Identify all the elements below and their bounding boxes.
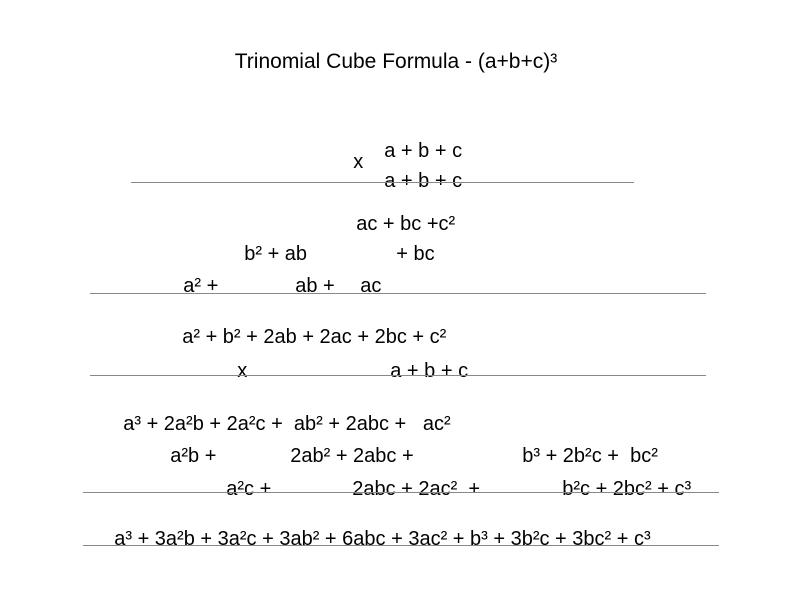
rule-2 — [90, 293, 706, 294]
expr: a²c + — [226, 478, 271, 500]
mult1-x: x — [331, 128, 363, 197]
rule-1 — [131, 182, 634, 183]
rule-4 — [83, 492, 719, 493]
rule-3 — [90, 375, 706, 376]
operand-text: a + b + c — [390, 360, 468, 382]
expr: 2abc + 2ac² + — [352, 478, 480, 500]
expr: b²c + 2bc² + c³ — [562, 478, 691, 500]
page: Trinomial Cube Formula - (a+b+c)³ x a + … — [0, 0, 792, 612]
expr: a³ + 3a²b + 3a²c + 3ab² + 6abc + 3ac² + … — [114, 528, 650, 550]
expr: + bc — [396, 243, 434, 265]
final-result: a³ + 3a²b + 3a²c + 3ab² + 6abc + 3ac² + … — [92, 505, 651, 574]
partial1-row-b-right: + bc — [374, 220, 435, 289]
title-text: Trinomial Cube Formula - (a+b+c)³ — [235, 50, 558, 73]
x-symbol: x — [237, 360, 247, 382]
rule-5 — [83, 545, 719, 546]
operand-text: a + b + c — [384, 170, 462, 192]
page-title: Trinomial Cube Formula - (a+b+c)³ — [0, 50, 792, 74]
